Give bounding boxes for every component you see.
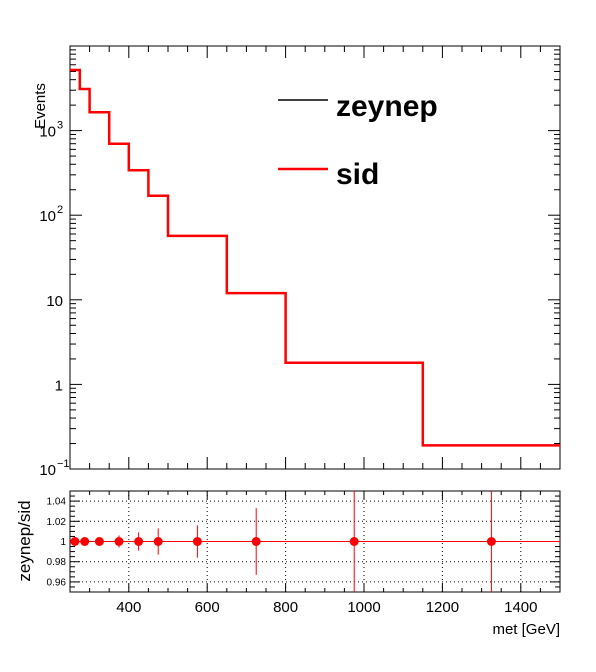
y-tick-label-exponent: 2	[57, 204, 63, 216]
x-tick-label: 1000	[347, 599, 380, 616]
main-series-group	[70, 68, 560, 447]
legend-label-zeynep: zeynep	[336, 90, 438, 123]
ratio-y-tick-label: 1.02	[47, 517, 67, 528]
main-y-axis-title: Events	[32, 83, 49, 129]
main-plot-frame	[69, 45, 561, 470]
ratio-y-tick-label: 1.04	[47, 497, 67, 508]
x-tick-label: 600	[195, 599, 220, 616]
ratio-point	[251, 537, 261, 546]
ratio-points-group	[70, 491, 560, 592]
ratio-point	[94, 537, 104, 546]
ratio-point	[153, 537, 163, 546]
x-tick-label: 1200	[426, 599, 459, 616]
ratio-y-axis: 0.96 0.98 1 1.02 1.04	[47, 490, 560, 588]
y-tick-label: 10	[39, 462, 56, 479]
x-tick-label: 1400	[504, 599, 537, 616]
x-tick-label: 400	[116, 599, 141, 616]
legend-label-sid: sid	[336, 158, 379, 191]
legend: zeynep sid	[278, 90, 438, 191]
ratio-y-tick-label: 0.98	[47, 557, 67, 568]
ratio-x-axis-title: met [GeV]	[492, 621, 560, 638]
histogram-series-sid	[70, 68, 560, 447]
ratio-point	[114, 537, 124, 546]
y-tick-label: 10	[46, 293, 63, 310]
y-tick-label-exponent: −1	[57, 458, 70, 470]
ratio-x-axis: 400 600 800 1000 1200 1400	[69, 491, 561, 616]
y-tick-label-exponent: 3	[57, 120, 63, 132]
ratio-point	[192, 537, 202, 546]
histogram-series-zeynep	[70, 69, 560, 447]
ratio-point	[80, 537, 90, 546]
ratio-point	[70, 537, 80, 546]
y-tick-label: 10	[39, 124, 56, 141]
y-tick-label: 10	[39, 208, 56, 225]
ratio-y-axis-title: zeynep/sid	[15, 500, 34, 581]
ratio-point	[349, 537, 359, 546]
ratio-y-tick-label: 1	[60, 537, 66, 548]
ratio-point	[486, 537, 496, 546]
ratio-point	[134, 537, 144, 546]
x-tick-label: 800	[273, 599, 298, 616]
main-x-axis	[69, 46, 561, 469]
ratio-y-tick-label: 0.96	[47, 577, 67, 588]
y-tick-label: 1	[55, 377, 63, 394]
